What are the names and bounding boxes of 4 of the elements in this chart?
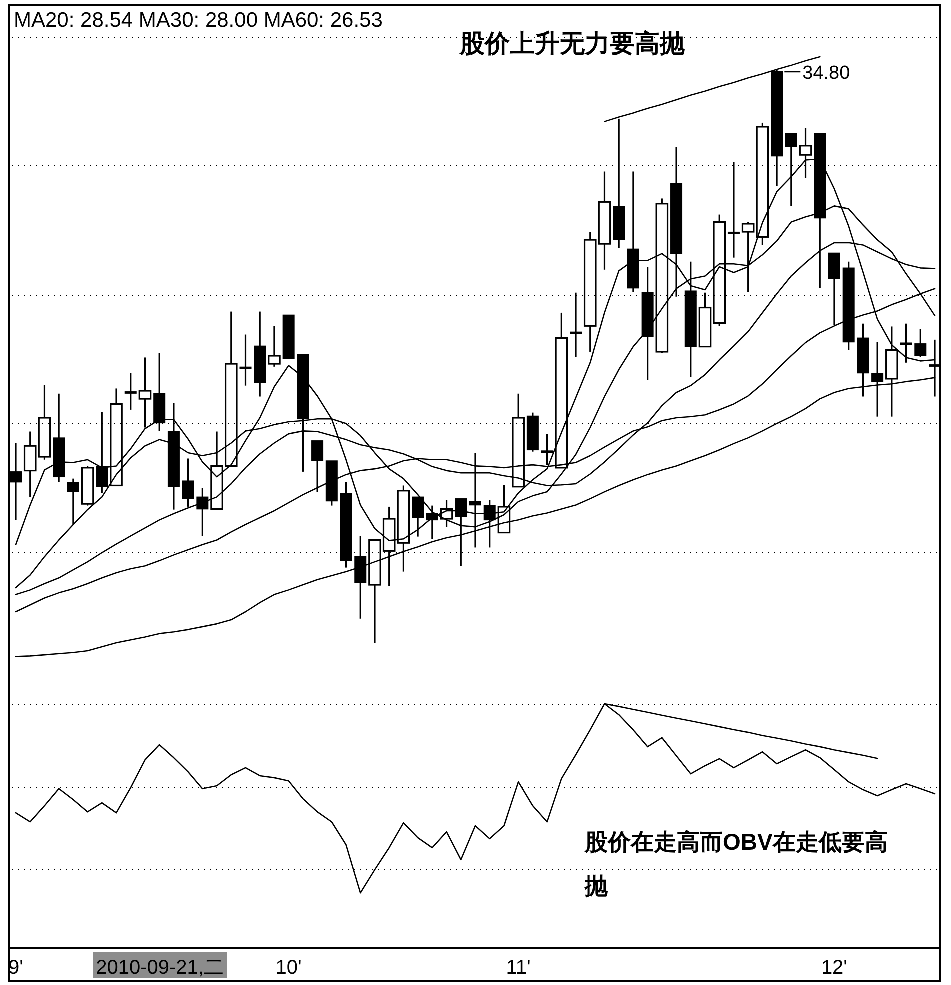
annotation: 股价在走高而OBV在走低要高抛 (585, 829, 888, 899)
title: MA20: 28.54 MA30: 28.00 MA60: 26.53 (14, 9, 383, 32)
annotation: 34.80 (802, 63, 850, 84)
annotation: 股价上升无力要高抛 (460, 30, 685, 58)
